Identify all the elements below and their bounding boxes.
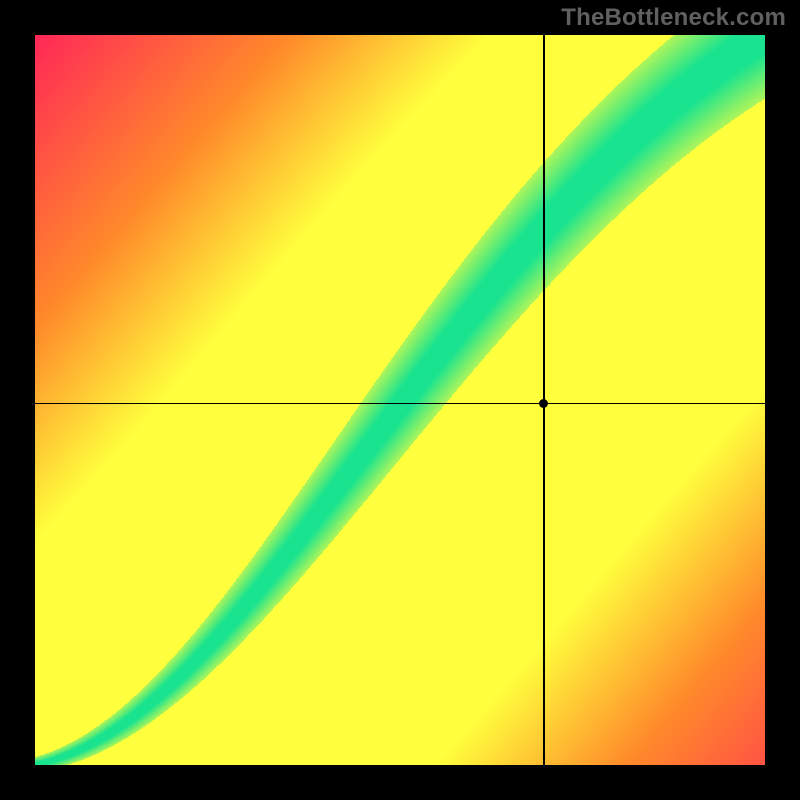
heatmap-canvas	[35, 35, 765, 765]
chart-container: TheBottleneck.com	[0, 0, 800, 800]
crosshair-horizontal	[35, 403, 765, 405]
watermark-text: TheBottleneck.com	[561, 4, 786, 32]
